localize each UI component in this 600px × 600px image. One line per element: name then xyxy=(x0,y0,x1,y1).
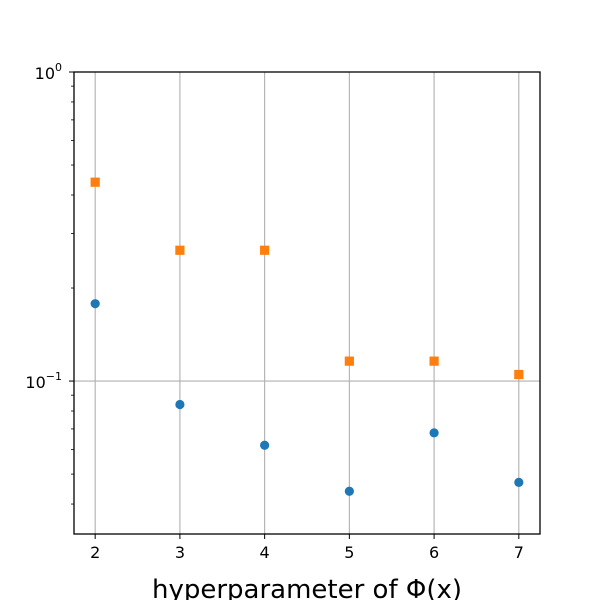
data-point-circle xyxy=(429,428,439,438)
data-point-circle xyxy=(90,299,100,309)
x-axis-ticks: 2 3 4 5 6 7 xyxy=(90,534,524,562)
data-marks xyxy=(90,177,524,496)
y-tick-label: 10−1 xyxy=(25,370,62,392)
data-point-square xyxy=(344,356,354,366)
plot-background xyxy=(74,72,540,534)
y-axis-ticks: 10−1 100 xyxy=(25,61,74,392)
plot-frame xyxy=(73,71,541,535)
x-tick-label: 7 xyxy=(514,543,524,562)
data-point-square xyxy=(90,177,100,187)
x-tick-label: 4 xyxy=(260,543,270,562)
y-tick-label: 100 xyxy=(35,61,62,83)
x-tick-label: 3 xyxy=(175,543,185,562)
x-tick-label: 5 xyxy=(344,543,354,562)
series-1 xyxy=(90,299,524,496)
grid xyxy=(74,71,540,534)
data-point-square xyxy=(429,356,439,366)
x-axis-label: hyperparameter of Φ(x) xyxy=(152,575,462,600)
data-point-circle xyxy=(260,440,270,450)
data-point-square xyxy=(175,245,185,255)
data-point-circle xyxy=(175,399,185,410)
series-2 xyxy=(90,177,524,380)
data-point-square xyxy=(260,245,270,255)
data-point-circle xyxy=(344,486,354,496)
data-point-circle xyxy=(514,477,524,488)
data-point-square xyxy=(514,369,524,380)
x-tick-label: 2 xyxy=(90,543,100,562)
x-tick-label: 6 xyxy=(429,543,439,562)
